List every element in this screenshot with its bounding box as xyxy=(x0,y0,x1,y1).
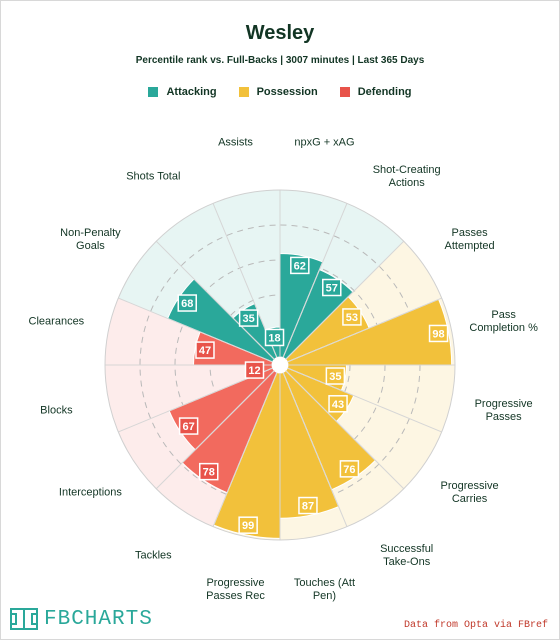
value-label-pass-completion: 98 xyxy=(432,328,444,340)
value-box-npxg-xag xyxy=(290,256,310,275)
value-label-non-penalty-goals: 68 xyxy=(181,298,193,310)
value-label-clearances: 47 xyxy=(199,345,211,357)
value-box-non-penalty-goals xyxy=(177,294,197,312)
category-label-assists: Assists xyxy=(218,136,253,148)
value-box-pass-completion xyxy=(428,324,449,343)
category-label-npxg-xag: npxG + xAG xyxy=(294,136,354,148)
fbcharts-logo: FBCHARTS xyxy=(10,606,153,632)
logo-text: FBCHARTS xyxy=(44,607,153,631)
spoke-6 xyxy=(287,367,442,433)
value-box-clearances xyxy=(195,341,215,359)
legend-swatch-possession xyxy=(238,87,249,97)
category-label-pass-completion: Pass Completion % xyxy=(469,309,538,334)
value-label-progressive-passes: 35 xyxy=(329,371,341,383)
value-box-tackles xyxy=(198,462,219,481)
legend-item-defending: Defending xyxy=(339,86,412,98)
legend-label-attacking: Attacking xyxy=(166,86,217,98)
legend-label-defending: Defending xyxy=(357,86,412,98)
value-box-passes-attempted xyxy=(342,308,362,326)
category-label-interceptions: Interceptions xyxy=(59,487,122,499)
legend-swatch-defending xyxy=(339,87,350,97)
category-label-progressive-passes-rec: Progressive Passes Rec xyxy=(206,577,265,602)
category-label-passes-attempted: Passes Attempted xyxy=(445,227,495,252)
outer-ring xyxy=(104,189,456,541)
value-box-shot-creating-actions xyxy=(322,278,342,297)
value-box-successful-take-ons xyxy=(339,460,360,478)
spoke-10 xyxy=(212,372,278,527)
value-label-successful-take-ons: 76 xyxy=(343,464,355,476)
category-label-non-penalty-goals: Non-Penalty Goals xyxy=(60,227,121,252)
value-box-touches-att-pen xyxy=(298,496,318,515)
spoke-2 xyxy=(282,203,348,358)
bar-progressive-passes-rec xyxy=(213,371,281,539)
value-box-progressive-carries xyxy=(328,395,348,413)
spoke-3 xyxy=(285,240,405,360)
value-label-shots-total: 35 xyxy=(243,313,255,325)
pitch-icon xyxy=(10,608,38,630)
category-label-progressive-carries: Progressive Carries xyxy=(441,480,499,505)
chart-title: Wesley xyxy=(245,22,315,44)
value-label-blocks: 12 xyxy=(248,365,260,377)
bg-wedge-blocks xyxy=(105,365,273,432)
value-box-progressive-passes-rec xyxy=(238,516,258,534)
value-label-touches-att-pen: 87 xyxy=(302,501,314,513)
legend-item-attacking: Attacking xyxy=(148,86,217,98)
spoke-7 xyxy=(285,370,405,490)
spoke-14 xyxy=(118,297,273,363)
value-label-shot-creating-actions: 57 xyxy=(326,283,338,295)
value-box-interceptions xyxy=(178,417,199,435)
value-box-blocks xyxy=(244,361,265,379)
value-box-shots-total xyxy=(238,309,259,327)
category-label-clearances: Clearances xyxy=(29,316,85,328)
value-label-assists: 18 xyxy=(268,332,280,344)
value-label-progressive-passes-rec: 99 xyxy=(242,520,254,532)
value-label-progressive-carries: 43 xyxy=(332,399,344,411)
spoke-15 xyxy=(155,240,275,360)
category-label-touches-att-pen: Touches (Att Pen) xyxy=(294,577,355,602)
bg-wedge-assists xyxy=(213,190,280,358)
category-label-blocks: Blocks xyxy=(40,404,73,416)
legend-swatch-attacking xyxy=(148,87,159,97)
source-note: Data from Opta via FBref xyxy=(403,620,548,631)
legend-label-possession: Possession xyxy=(256,86,318,98)
value-label-tackles: 78 xyxy=(203,467,215,479)
category-label-tackles: Tackles xyxy=(135,550,172,562)
legend: Attacking Possession Defending xyxy=(0,86,560,98)
chart-subtitle: Percentile rank vs. Full-Backs | 3007 mi… xyxy=(135,55,425,66)
value-label-interceptions: 67 xyxy=(183,421,195,433)
legend-item-possession: Possession xyxy=(238,86,318,98)
category-label-shot-creating-actions: Shot-Creating Actions xyxy=(373,164,441,189)
value-box-progressive-passes xyxy=(325,367,346,385)
bar-pass-completion xyxy=(286,298,453,366)
value-box-assists xyxy=(264,328,285,347)
value-label-passes-attempted: 53 xyxy=(346,312,358,324)
category-label-shots-total: Shots Total xyxy=(126,170,180,182)
spoke-4 xyxy=(287,297,442,363)
spoke-8 xyxy=(282,372,348,527)
category-label-successful-take-ons: Successful Take-Ons xyxy=(380,543,433,568)
category-label-progressive-passes: Progressive Passes xyxy=(475,398,533,423)
spoke-11 xyxy=(155,370,275,490)
value-label-npxg-xag: 62 xyxy=(294,260,306,272)
